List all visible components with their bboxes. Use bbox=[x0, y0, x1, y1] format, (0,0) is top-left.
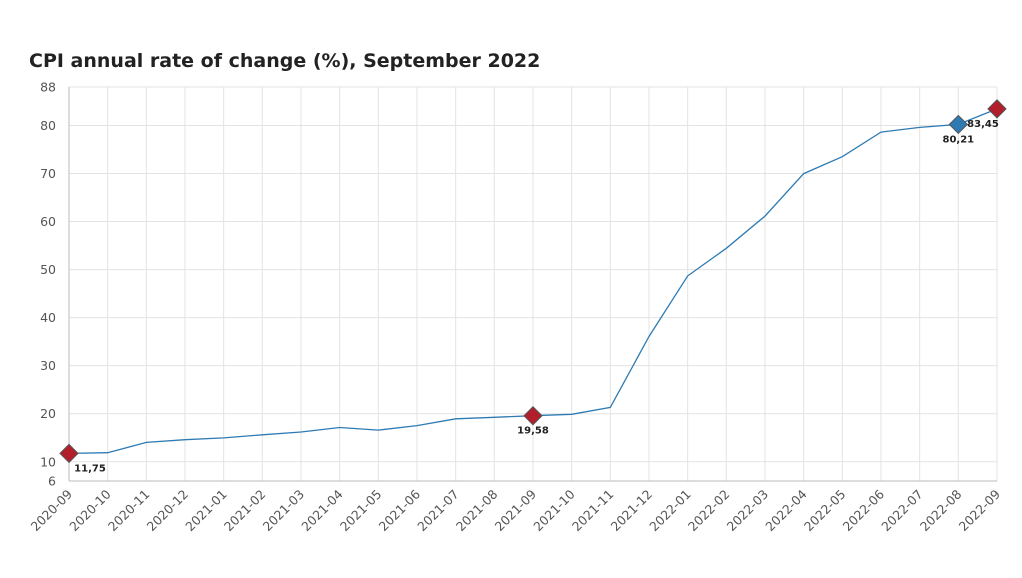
y-tick-label: 88 bbox=[40, 80, 56, 95]
x-tick-label: 2021-12 bbox=[608, 487, 656, 535]
highlight-marker bbox=[987, 99, 1007, 119]
x-tick-label: 2021-03 bbox=[260, 487, 308, 535]
data-label: 19,58 bbox=[517, 426, 549, 437]
x-tick-label: 2020-12 bbox=[144, 487, 192, 535]
y-tick-label: 70 bbox=[40, 166, 56, 181]
x-tick-label: 2021-06 bbox=[376, 486, 424, 534]
y-tick-label: 6 bbox=[48, 474, 56, 489]
x-tick-label: 2022-01 bbox=[646, 487, 694, 535]
x-tick-label: 2020-11 bbox=[105, 487, 153, 535]
data-label: 11,75 bbox=[74, 463, 106, 474]
x-tick-label: 2021-09 bbox=[492, 486, 540, 534]
x-tick-label: 2021-11 bbox=[569, 487, 617, 535]
highlight-marker bbox=[523, 406, 543, 426]
y-tick-label: 10 bbox=[40, 454, 56, 469]
y-tick-label: 60 bbox=[40, 214, 56, 229]
data-label: 80,21 bbox=[943, 134, 975, 145]
x-tick-label: 2021-04 bbox=[298, 486, 346, 534]
highlight-marker bbox=[948, 114, 969, 135]
x-tick-label: 2022-03 bbox=[724, 487, 772, 535]
x-tick-label: 2022-07 bbox=[878, 487, 926, 535]
x-tick-label: 2021-01 bbox=[182, 487, 230, 535]
x-tick-label: 2022-04 bbox=[762, 486, 810, 534]
x-tick-label: 2022-06 bbox=[840, 486, 888, 534]
x-tick-label: 2022-09 bbox=[956, 486, 1004, 534]
x-tick-label: 2021-05 bbox=[337, 487, 385, 535]
y-tick-label: 80 bbox=[40, 118, 56, 133]
x-tick-label: 2021-07 bbox=[414, 487, 462, 535]
x-tick-label: 2022-08 bbox=[917, 486, 965, 534]
y-tick-label: 40 bbox=[40, 310, 56, 325]
x-tick-label: 2022-02 bbox=[685, 487, 733, 535]
chart-title: CPI annual rate of change (%), September… bbox=[29, 50, 541, 72]
y-tick-label: 30 bbox=[40, 358, 56, 373]
data-label: 83,45 bbox=[967, 119, 999, 130]
highlight-marker bbox=[59, 443, 79, 464]
x-tick-label: 2020-10 bbox=[66, 486, 114, 534]
x-tick-label: 2021-08 bbox=[453, 486, 501, 534]
y-tick-label: 20 bbox=[40, 406, 56, 421]
y-tick-label: 50 bbox=[40, 262, 56, 277]
x-tick-label: 2022-05 bbox=[801, 487, 849, 535]
x-tick-label: 2020-09 bbox=[28, 486, 76, 534]
x-tick-label: 2021-02 bbox=[221, 487, 269, 535]
x-tick-label: 2021-10 bbox=[530, 486, 578, 534]
